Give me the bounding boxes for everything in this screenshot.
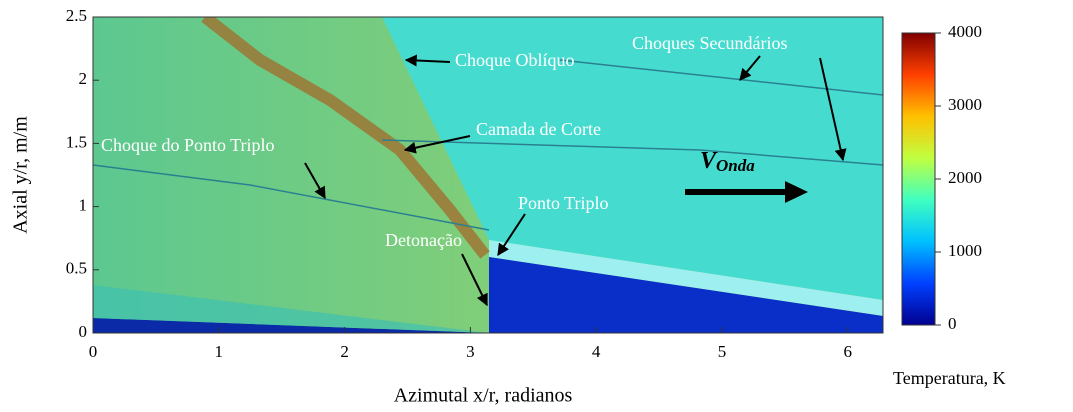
y-tick-label: 0	[79, 322, 88, 341]
colorbar-label: Temperatura, K	[893, 368, 1006, 388]
x-axis-label: Azimutal x/r, radianos	[394, 385, 573, 407]
y-tick-label: 2.5	[66, 6, 87, 25]
velocity-subscript: Onda	[716, 156, 755, 175]
annotation: Choque do Ponto Triplo	[101, 135, 275, 155]
annotation: Detonação	[385, 230, 462, 250]
x-tick-label: 1	[215, 342, 224, 361]
annotation: Choque Oblíquo	[455, 50, 575, 70]
colorbar-tick-label: 2000	[948, 168, 982, 187]
x-tick-label: 0	[89, 342, 98, 361]
y-tick-label: 0.5	[66, 259, 87, 278]
y-tick-label: 1	[79, 196, 88, 215]
annotation: Choques Secundários	[632, 33, 787, 53]
annotation: Camada de Corte	[476, 119, 601, 139]
colorbar-tick-label: 1000	[948, 241, 982, 260]
colorbar	[902, 33, 935, 325]
colorbar-tick-label: 3000	[948, 95, 982, 114]
y-tick-label: 1.5	[66, 132, 87, 151]
colorbar-tick-label: 4000	[948, 22, 982, 41]
x-tick-label: 3	[466, 342, 475, 361]
y-axis-label: Axial y/r, m/m	[10, 116, 32, 234]
colorbar-tick-label: 0	[948, 314, 957, 333]
x-tick-label: 5	[718, 342, 727, 361]
y-tick-label: 2	[79, 69, 88, 88]
x-tick-label: 6	[844, 342, 853, 361]
chart: Choque Oblíquo Choques Secundários Camad…	[0, 0, 1073, 412]
annotation: Ponto Triplo	[518, 193, 609, 213]
x-tick-label: 2	[340, 342, 349, 361]
x-tick-label: 4	[592, 342, 601, 361]
